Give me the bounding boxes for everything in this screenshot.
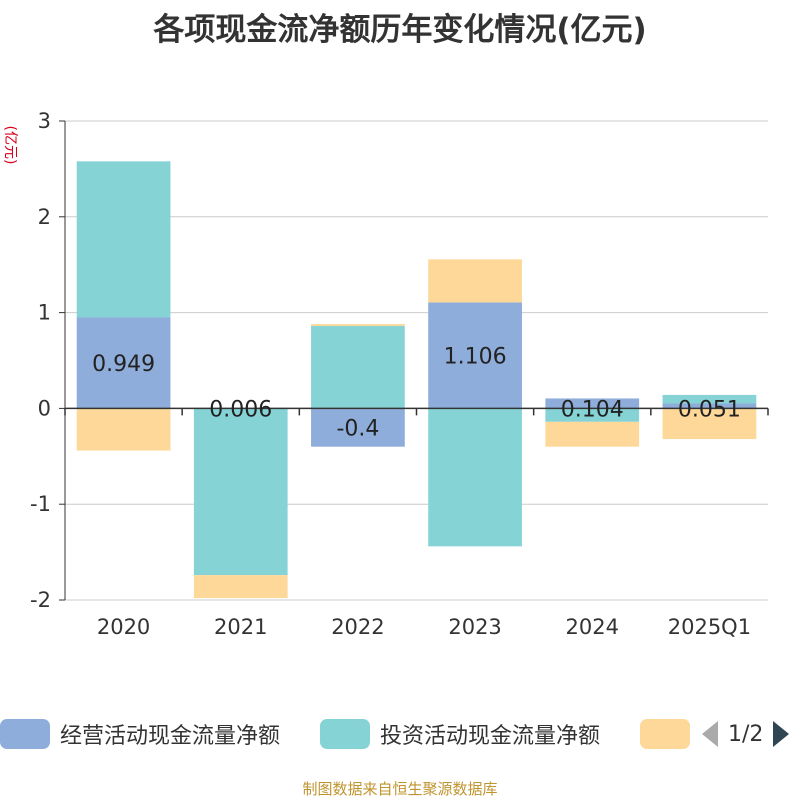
y-tick-label: 0 [38,396,51,420]
bar-2-2020 [76,161,171,318]
bar-2-2025Q1 [662,394,757,404]
legend-next-icon[interactable] [771,719,791,749]
bar-2-2023 [428,408,522,547]
legend-item-financing[interactable] [640,717,690,751]
source-note: 制图数据来自恒生聚源数据库 [302,780,498,798]
bar-1-2020 [76,317,171,409]
y-tick-label: 3 [38,109,51,133]
x-tick-label: 2023 [448,615,501,639]
bar-2-2022 [311,326,405,409]
bar-3-2023 [428,259,522,303]
legend-swatch-operating [0,719,50,749]
legend-label-investing: 投资活动现金流量净额 [380,724,601,749]
y-tick-label: -2 [30,588,51,612]
data-label: 0.051 [678,397,741,422]
y-tick-label: 2 [38,205,51,229]
data-label: 0.006 [209,397,272,422]
bar-2-2021 [193,408,288,576]
chart-title: 各项现金流净额历年变化情况(亿元) [153,12,647,48]
legend-pager: 1/2 [700,716,791,752]
y-axis-label: (亿元) [2,126,18,165]
bar-1-2023 [428,302,522,409]
legend-prev-icon[interactable] [700,719,720,749]
bar-3-2025Q1 [662,408,757,440]
bar-1-2024 [545,398,640,409]
x-tick-label: 2022 [331,615,384,639]
bar-3-2021 [193,575,288,599]
x-tick-label: 2024 [566,615,619,639]
bar-1-2022 [311,408,405,447]
legend-item-operating[interactable]: 经营活动现金流量净额 [0,717,280,751]
y-tick-label: -1 [30,492,51,516]
data-label: -0.4 [336,417,379,442]
bar-2-2024 [545,408,640,422]
legend-item-investing[interactable]: 投资活动现金流量净额 [320,717,600,751]
bar-3-2020 [76,408,171,451]
data-label: 1.106 [444,344,507,369]
legend-page-indicator: 1/2 [728,721,764,747]
bar-3-2024 [545,421,640,447]
legend-swatch-financing [640,719,690,749]
legend-swatch-investing [320,719,370,749]
y-tick-label: 1 [38,301,51,325]
data-label: 0.949 [92,352,155,377]
x-tick-label: 2025Q1 [668,615,751,639]
x-tick-label: 2021 [214,615,267,639]
data-label: 0.104 [561,397,624,422]
bar-3-2022 [311,324,405,327]
legend-label-operating: 经营活动现金流量净额 [60,724,281,749]
x-tick-label: 2020 [97,615,150,639]
bar-1-2025Q1 [662,403,757,409]
